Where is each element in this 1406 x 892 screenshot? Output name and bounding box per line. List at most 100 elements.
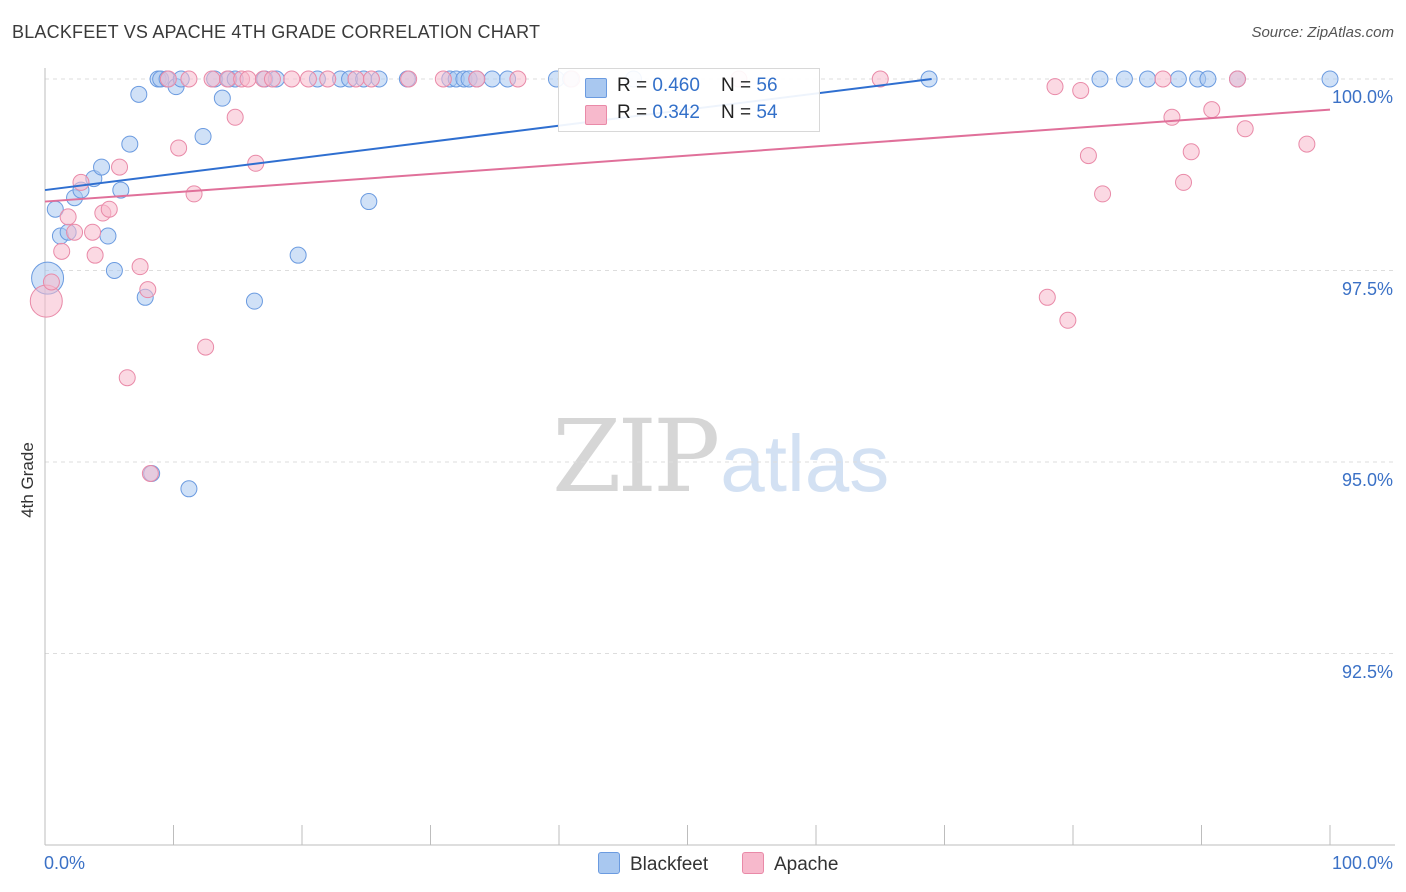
data-point-apache (1228, 70, 1246, 88)
legend-n-value-apache: 54 (756, 102, 778, 123)
data-point-blackfeet (1139, 70, 1157, 88)
data-point-apache (1046, 78, 1064, 96)
data-point-apache (72, 173, 90, 191)
data-point-apache (84, 223, 102, 241)
data-point-blackfeet (180, 480, 198, 498)
data-point-blackfeet (105, 262, 123, 279)
data-point-apache (100, 200, 118, 218)
legend-swatch-blackfeet (585, 78, 607, 98)
data-point-blackfeet (99, 227, 117, 245)
data-point-apache (1182, 143, 1200, 161)
series-swatch-blackfeet (598, 852, 620, 874)
data-point-apache (218, 70, 236, 88)
data-point-apache (86, 246, 104, 264)
data-point-apache (362, 70, 380, 88)
series-swatch-apache (742, 852, 764, 874)
data-point-apache (66, 223, 84, 241)
data-point-apache (1072, 81, 1090, 99)
data-point-apache (1203, 101, 1221, 119)
data-point-apache (1154, 70, 1172, 88)
data-point-apache (1175, 173, 1193, 191)
data-point-apache (118, 369, 136, 387)
watermark-atlas: atlas (720, 419, 890, 508)
data-point-blackfeet (360, 193, 378, 211)
data-point-blackfeet (245, 292, 263, 310)
series-legend: Blackfeet Apache (0, 850, 1406, 880)
series-legend-blackfeet[interactable]: Blackfeet (598, 852, 708, 876)
data-point-blackfeet (130, 85, 148, 103)
data-point-apache (263, 70, 281, 88)
watermark-zip: ZIP (552, 398, 720, 515)
y-tick-label: 95.0% (1341, 470, 1393, 490)
data-point-blackfeet (1321, 70, 1339, 88)
chart-title: BLACKFEET VS APACHE 4TH GRADE CORRELATIO… (12, 22, 541, 42)
series-label-apache: Apache (774, 854, 839, 875)
data-point-apache (468, 70, 486, 88)
data-point-blackfeet (194, 127, 212, 145)
data-point-apache (434, 70, 452, 88)
data-point-apache (1079, 147, 1097, 165)
data-point-blackfeet (1115, 70, 1133, 88)
trend-line-apache (44, 108, 1331, 203)
data-point-apache (347, 70, 365, 88)
data-point-apache (29, 284, 63, 318)
y-tick-label: 97.5% (1341, 278, 1393, 299)
data-point-apache (1163, 108, 1181, 126)
data-point-blackfeet (112, 181, 130, 199)
data-point-apache (59, 208, 77, 226)
data-point-apache (197, 338, 215, 356)
legend-n-value-blackfeet: 56 (756, 75, 778, 96)
data-point-apache (509, 70, 527, 88)
data-point-apache (131, 258, 149, 276)
legend-n-label: N = (721, 102, 757, 123)
legend-n-label: N = (721, 75, 757, 96)
data-point-apache (226, 108, 244, 126)
correlation-legend: R = 0.460 N = 56 R = 0.342 N = 54 (558, 68, 820, 132)
data-point-blackfeet (213, 89, 231, 107)
data-point-apache (1236, 120, 1254, 138)
data-point-blackfeet (289, 246, 307, 264)
data-point-blackfeet (1199, 70, 1217, 88)
data-point-apache (871, 70, 889, 88)
x-tick-label: 0.0% (44, 853, 86, 873)
y-axis-label-wrap: 4th Grade (8, 420, 48, 540)
data-point-apache (203, 70, 221, 88)
source-label: Source: ZipAtlas.com (1251, 24, 1394, 41)
y-tick-label: 92.5% (1341, 661, 1393, 682)
data-point-blackfeet (93, 158, 111, 176)
data-point-apache (1038, 288, 1056, 306)
legend-r-value-apache: 0.342 (652, 102, 700, 123)
data-point-apache (299, 70, 317, 88)
series-label-blackfeet: Blackfeet (630, 854, 709, 875)
data-point-apache (180, 70, 198, 88)
data-point-apache (1059, 311, 1077, 329)
data-point-blackfeet (483, 70, 501, 88)
data-point-apache (42, 273, 60, 291)
data-point-apache (400, 70, 418, 88)
data-point-apache (139, 281, 157, 299)
legend-swatch-apache (585, 105, 607, 125)
data-point-apache (1298, 135, 1316, 153)
data-point-apache (185, 185, 203, 203)
legend-r-label: R = (617, 75, 653, 96)
data-point-apache (319, 70, 337, 88)
data-point-blackfeet (1091, 70, 1109, 88)
y-axis-label: 4th Grade (18, 442, 37, 518)
series-legend-apache[interactable]: Apache (742, 852, 838, 876)
data-point-blackfeet (121, 135, 139, 153)
data-point-apache (283, 70, 301, 88)
x-tick-label: 100.0% (1331, 853, 1393, 873)
data-point-apache (141, 464, 159, 482)
data-point-apache (159, 70, 177, 88)
data-point-apache (111, 158, 129, 176)
data-point-apache (170, 139, 188, 157)
legend-r-value-blackfeet: 0.460 (652, 75, 700, 96)
legend-r-label: R = (617, 102, 653, 123)
watermark: ZIPatlas (552, 398, 889, 515)
data-point-apache (239, 70, 257, 88)
data-point-apache (53, 242, 71, 260)
y-tick-label: 100.0% (1331, 87, 1393, 107)
data-point-apache (1094, 185, 1112, 203)
data-point-blackfeet (1169, 70, 1187, 88)
